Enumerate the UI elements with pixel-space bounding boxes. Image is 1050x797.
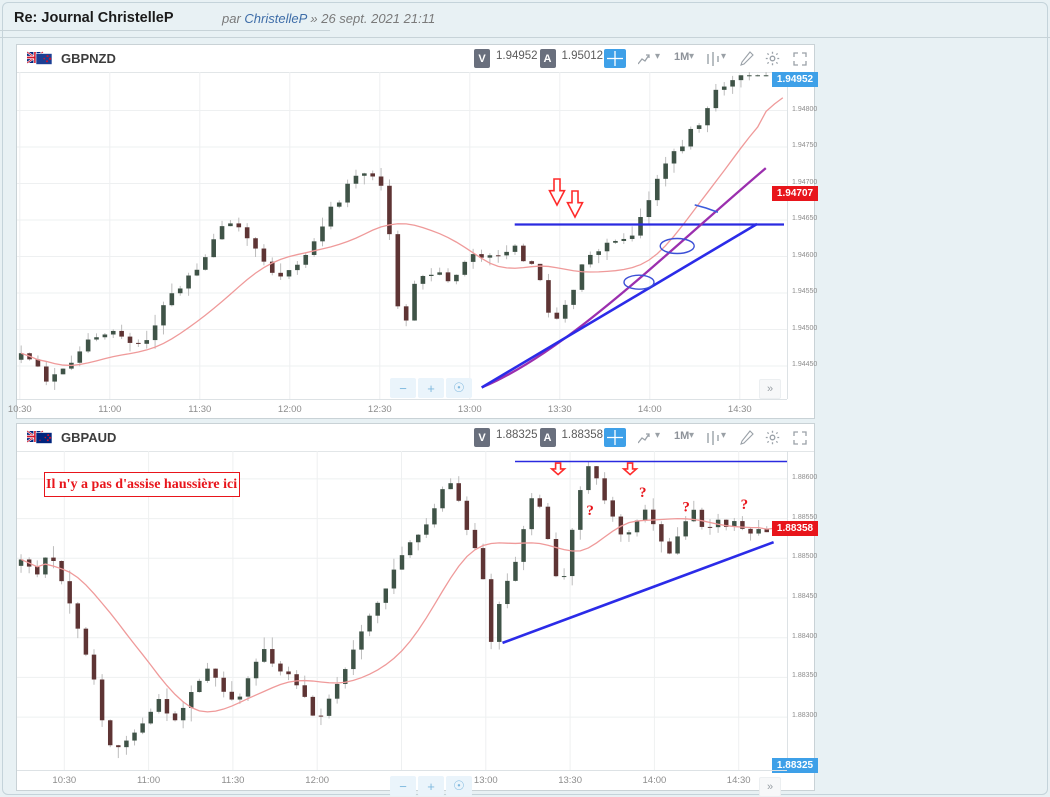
svg-text:?: ?: [741, 497, 749, 513]
svg-text:?: ?: [682, 500, 690, 516]
svg-text:?: ?: [639, 485, 647, 501]
svg-text:?: ?: [586, 503, 594, 519]
